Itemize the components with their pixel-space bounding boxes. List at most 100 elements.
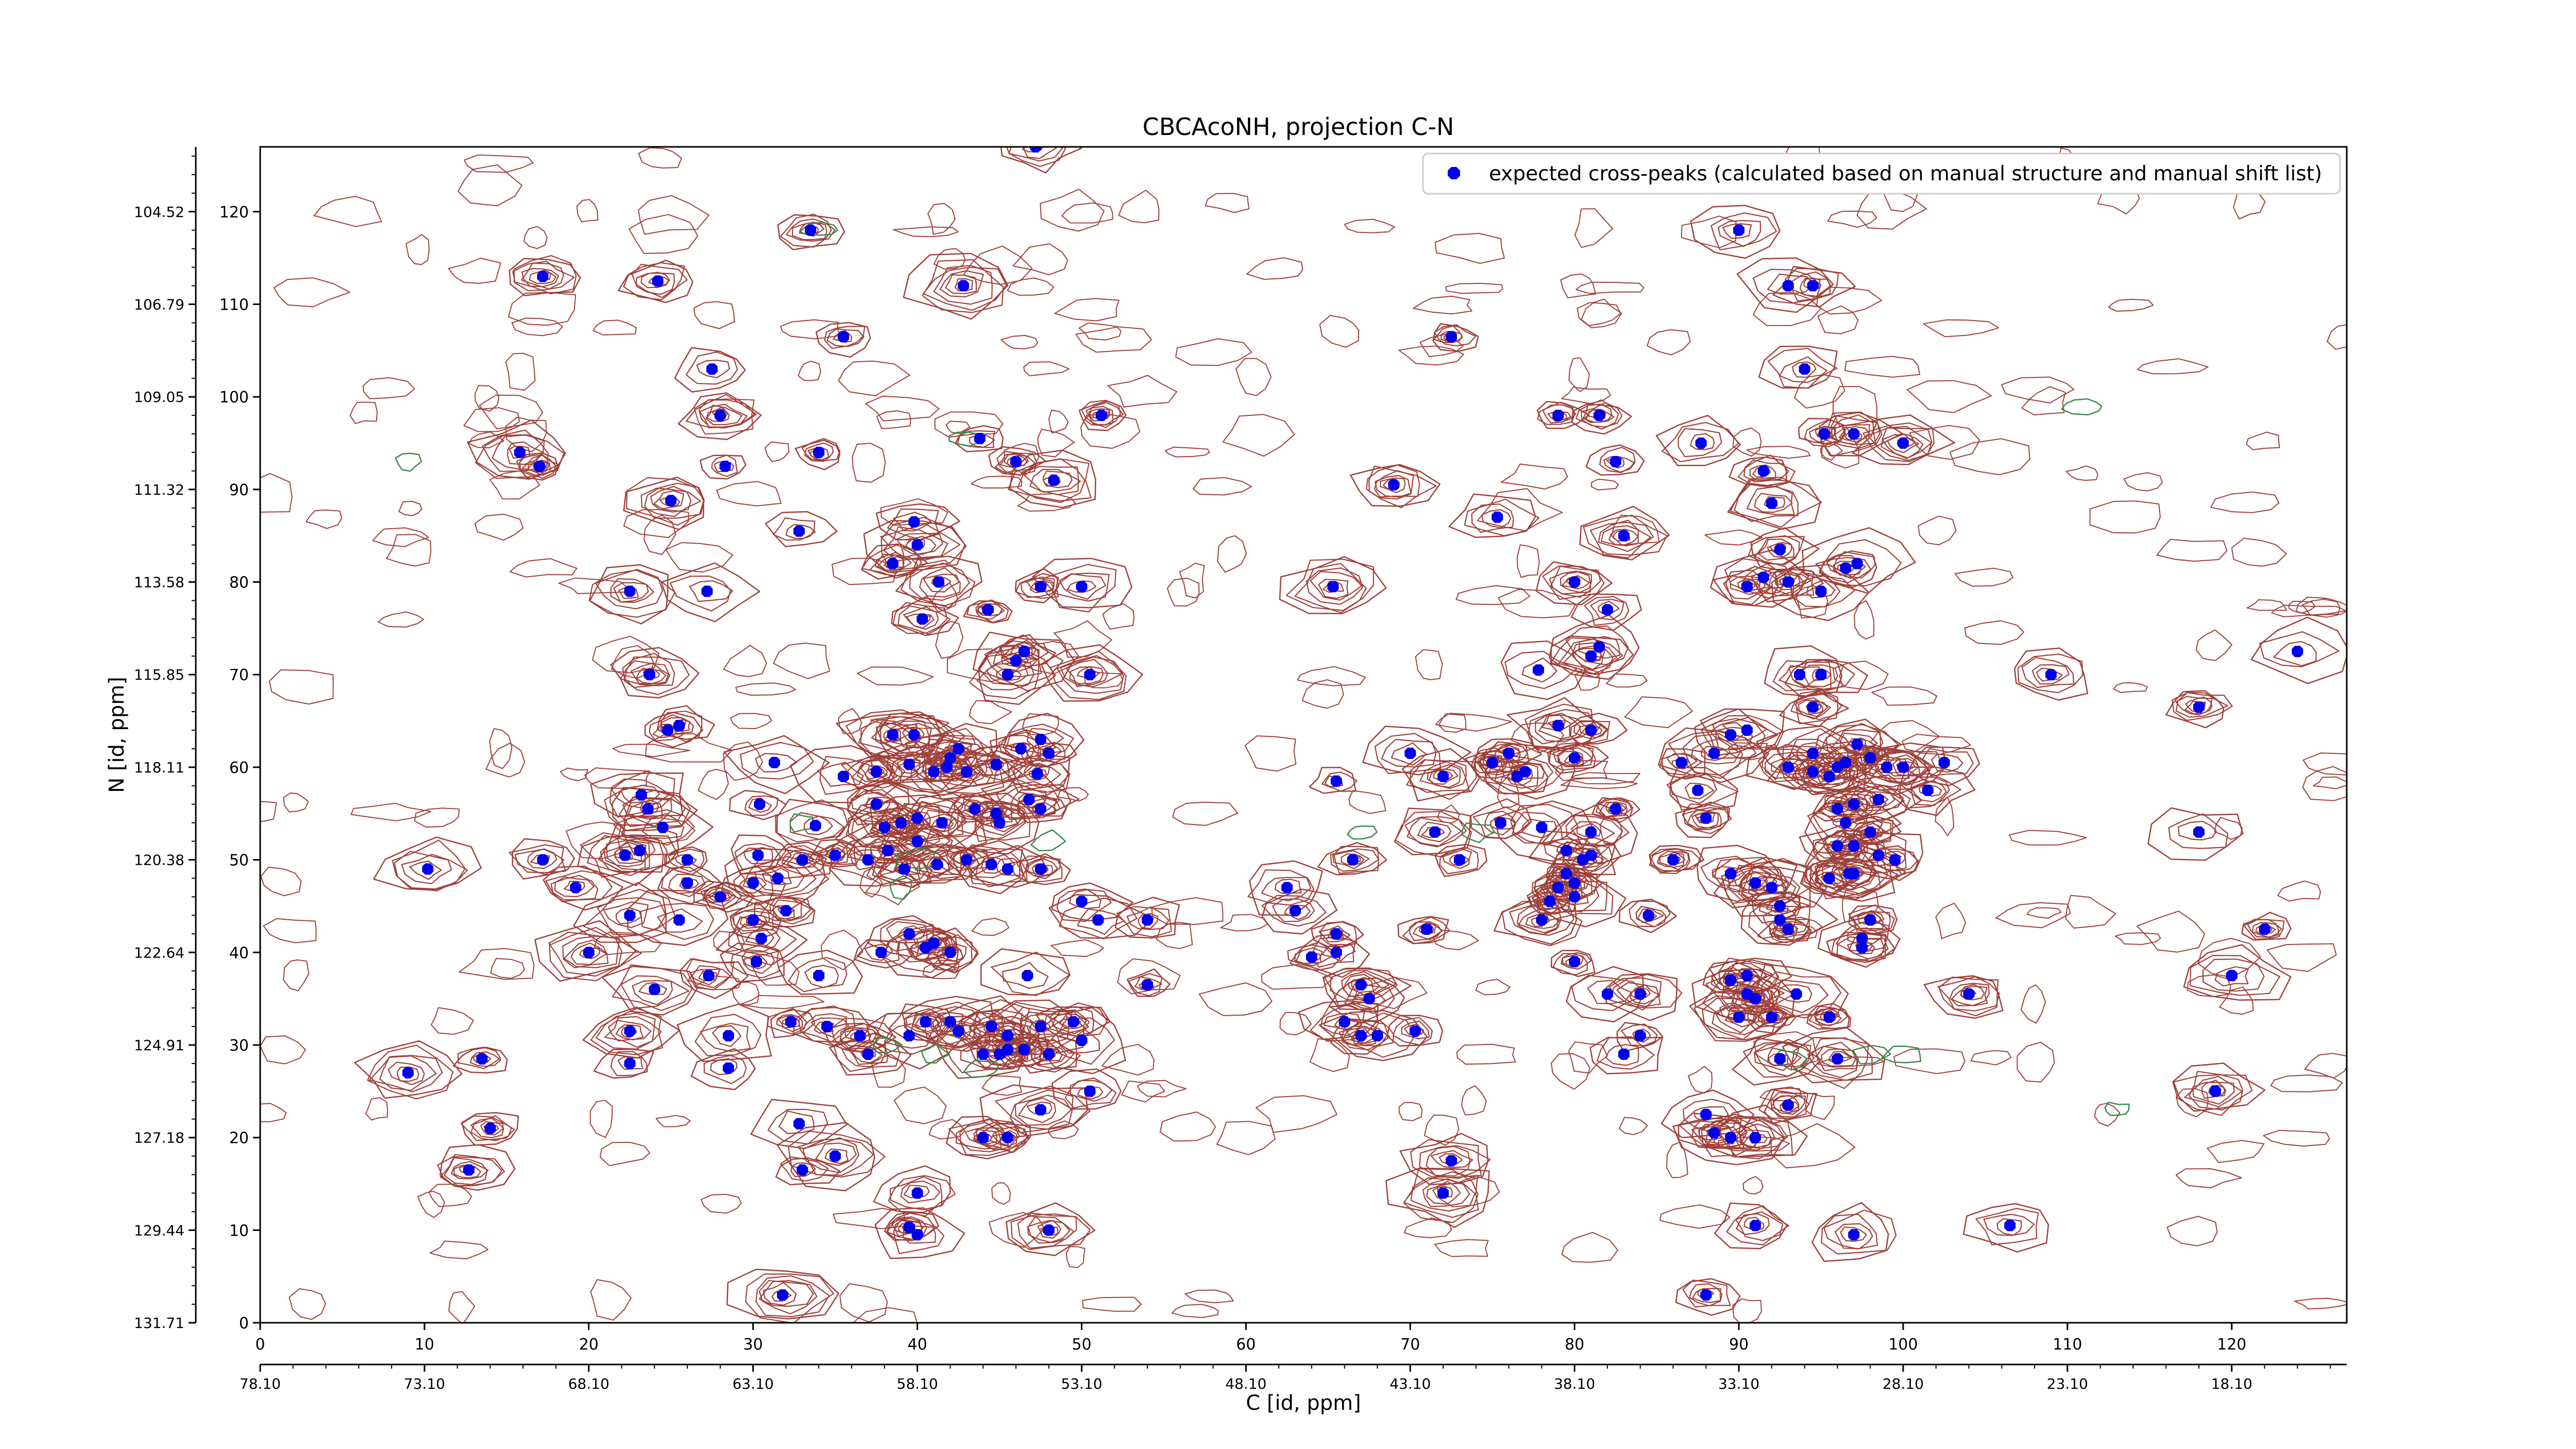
contour-level [2178,820,2217,841]
contour-level [1662,422,1739,463]
contour-level [957,802,1031,841]
contour-level [786,218,836,242]
contour-level [1746,485,1795,515]
cross-peak-marker [1010,655,1022,667]
contour-level [470,1118,504,1138]
cross-peak-marker [1519,766,1531,778]
peak-contour [1048,894,1155,940]
contour-level [1059,1013,1087,1030]
y-secondary-tick-label: 104.52 [134,204,184,221]
cross-peak-marker [1002,1132,1013,1143]
x-tick-label: 10 [415,1336,434,1354]
noise-contour [1717,1136,1790,1152]
noise-contour [1061,202,1113,224]
cross-peak-marker [1544,896,1556,907]
contour-level [1772,660,1832,692]
cross-peak-marker [1355,979,1367,991]
y-tick-label: 120 [219,204,249,222]
contour-level [902,726,925,744]
cross-peak-marker [1035,1104,1046,1116]
cross-peak-marker [1536,914,1548,926]
contour-level [776,1014,803,1032]
noise-contour [576,199,599,223]
contour-level [1017,1212,1077,1249]
noise-contour [1261,964,1334,990]
contour-level [879,711,966,764]
contour-level [657,863,722,904]
y-tick-label: 100 [219,389,249,407]
cross-peak-marker [1897,437,1909,449]
cross-peak-marker [1823,770,1835,782]
peak-contour [1805,841,1906,900]
legend: expected cross-peaks (calculated based o… [1422,153,2341,195]
contour-level [975,1122,1031,1153]
contour-level [2168,813,2229,849]
peak-contour [769,841,833,879]
cross-peak-marker [649,984,660,996]
cross-peak-marker [1782,280,1794,292]
cross-peak-marker [911,835,923,847]
noise-contour [448,1291,476,1323]
noise-contour [700,1193,742,1214]
cross-peak-marker [657,821,669,833]
cross-peak-marker [1865,826,1876,838]
peak-contour [719,942,785,983]
contour-level [644,712,704,748]
contour-level [1833,551,1876,579]
contour-level [1583,403,1613,423]
contour-level [519,452,558,481]
noise-contour [2327,324,2347,350]
contour-level [741,949,775,974]
noise-contour [2026,907,2062,919]
contour-level [798,1005,856,1047]
contour-level [1687,809,1722,830]
contour-level [719,942,785,983]
contour-level [1598,519,1652,552]
cross-peak-marker [1609,456,1621,467]
cross-peak-marker [1048,474,1060,486]
noise-contour [362,377,415,399]
contour-level [509,844,567,873]
contour-level [1341,1019,1388,1051]
noise-contour [1935,902,1966,939]
contour-level [762,1282,797,1306]
contour-level [1918,784,1942,797]
contour-level [1490,817,1516,830]
negative-contour [789,813,814,833]
contour-level [755,753,798,773]
noise-contour [991,1182,1011,1205]
cross-peak-marker [1642,909,1654,921]
noise-contour [1434,1239,1489,1257]
noise-contour [2231,537,2287,567]
noise-contour [935,620,963,659]
contour-level [588,569,676,618]
noise-contour [857,666,934,686]
contour-level [1605,1044,1639,1066]
contour-level [754,897,816,928]
cross-peak-marker [2292,646,2303,658]
contour-level [742,859,817,896]
noise-contour [892,226,959,238]
noise-contour [1666,1141,1688,1178]
cross-peak-marker [1585,650,1597,662]
contour-level [470,1115,512,1141]
contour-level [874,1207,965,1259]
noise-contour [1902,733,1971,755]
contour-level [401,853,452,885]
peak-contour [2165,690,2233,729]
cross-peak-marker [476,1053,488,1065]
noise-contour [1017,493,1076,512]
contour-level [1081,399,1121,428]
cross-peak-marker [1035,863,1046,875]
contour-level [955,1122,1002,1150]
contour-level [694,1014,762,1056]
cross-peak-marker [1561,845,1572,856]
contour-level [1318,925,1351,942]
contour-level [1114,897,1180,939]
cross-peak-marker [1708,1127,1720,1139]
cross-peak-marker [1782,761,1794,773]
contour-level [1386,1015,1444,1047]
contour-level [610,647,700,699]
negative-contour [948,431,984,447]
